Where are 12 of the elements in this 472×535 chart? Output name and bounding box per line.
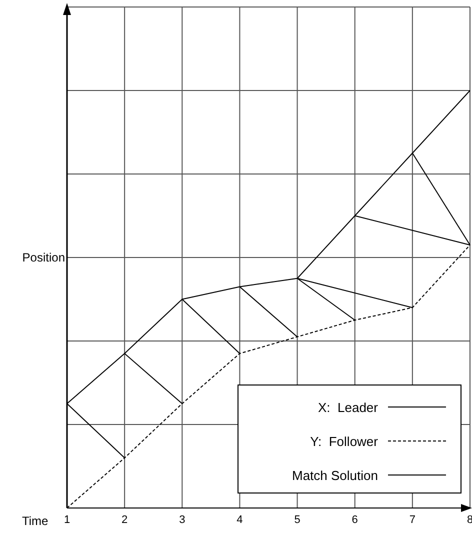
- legend-label: Y: Follower: [310, 434, 379, 449]
- x-tick-label: 1: [64, 514, 70, 526]
- y-axis-title: Position: [22, 250, 65, 264]
- x-tick-label: 6: [352, 514, 358, 526]
- x-tick-label: 5: [294, 514, 300, 526]
- x-tick-label: 4: [236, 514, 243, 526]
- x-tick-label: 3: [179, 514, 186, 526]
- legend-label: Match Solution: [292, 468, 378, 483]
- x-axis-title: Time: [22, 514, 49, 528]
- x-tick-label: 2: [122, 514, 128, 526]
- x-tick-label: 7: [409, 514, 416, 526]
- legend-label: X: Leader: [318, 400, 379, 415]
